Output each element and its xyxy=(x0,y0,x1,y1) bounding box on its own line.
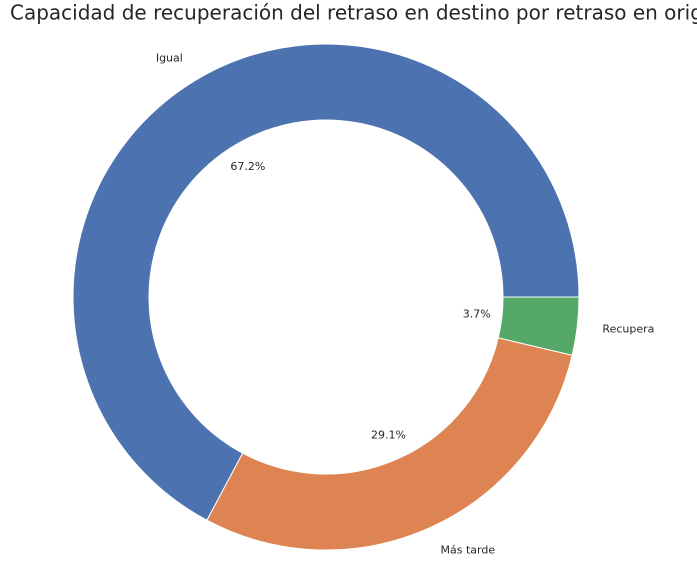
value-label: 3.7% xyxy=(463,308,491,321)
category-label: Más tarde xyxy=(441,544,496,557)
wedge xyxy=(72,43,580,521)
value-label: 29.1% xyxy=(371,428,406,441)
category-label: Igual xyxy=(156,51,183,64)
category-label: Recupera xyxy=(602,322,654,335)
value-label: 67.2% xyxy=(230,160,265,173)
wedge xyxy=(497,296,580,356)
wedge xyxy=(206,337,573,551)
chart-title: Capacidad de recuperación del retraso en… xyxy=(10,1,697,25)
